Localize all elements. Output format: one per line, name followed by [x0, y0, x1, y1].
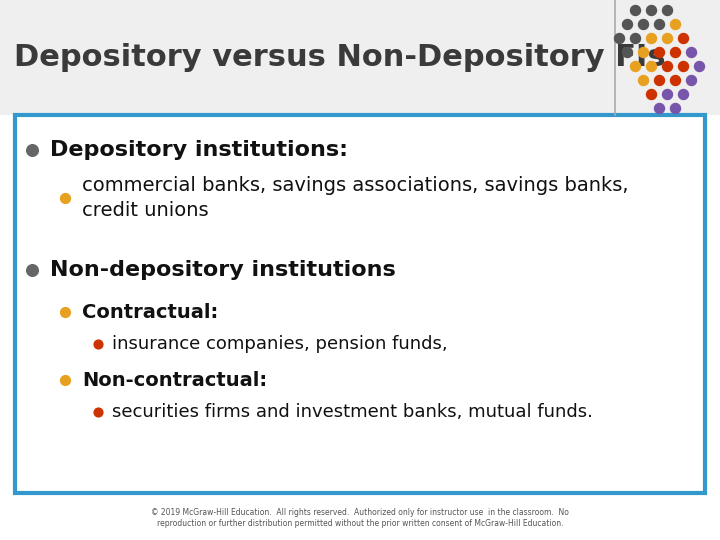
Text: Non-depository institutions: Non-depository institutions: [50, 260, 396, 280]
Point: [685, 48, 697, 56]
Point: [645, 90, 657, 98]
Point: [637, 76, 649, 84]
Point: [661, 33, 672, 42]
Point: [661, 62, 672, 70]
Point: [645, 6, 657, 15]
Text: Non-contractual:: Non-contractual:: [82, 370, 267, 389]
Point: [678, 90, 689, 98]
Point: [92, 340, 104, 348]
Text: securities firms and investment banks, mutual funds.: securities firms and investment banks, m…: [112, 403, 593, 421]
Bar: [0, 0, 720, 115]
Point: [670, 104, 681, 112]
Point: [670, 76, 681, 84]
Point: [26, 146, 37, 154]
Point: [629, 62, 641, 70]
Text: Depository institutions:: Depository institutions:: [50, 140, 348, 160]
Point: [629, 6, 641, 15]
Point: [653, 104, 665, 112]
Text: © 2019 McGraw-Hill Education.  All rights reserved.  Authorized only for instruc: © 2019 McGraw-Hill Education. All rights…: [151, 508, 569, 528]
FancyBboxPatch shape: [15, 115, 705, 493]
Point: [637, 19, 649, 28]
Point: [621, 19, 633, 28]
Point: [637, 48, 649, 56]
Point: [678, 33, 689, 42]
Point: [693, 62, 705, 70]
Point: [678, 62, 689, 70]
Point: [670, 48, 681, 56]
Text: Depository versus Non-Depository FIs: Depository versus Non-Depository FIs: [14, 43, 665, 72]
Point: [653, 76, 665, 84]
Point: [670, 19, 681, 28]
Point: [685, 76, 697, 84]
Point: [59, 194, 71, 202]
Text: Contractual:: Contractual:: [82, 302, 218, 321]
Point: [661, 90, 672, 98]
Point: [613, 33, 625, 42]
Point: [661, 6, 672, 15]
Point: [59, 376, 71, 384]
Point: [59, 308, 71, 316]
Text: commercial banks, savings associations, savings banks,
credit unions: commercial banks, savings associations, …: [82, 177, 629, 220]
Point: [629, 33, 641, 42]
Point: [621, 48, 633, 56]
Text: insurance companies, pension funds,: insurance companies, pension funds,: [112, 335, 448, 353]
Point: [92, 408, 104, 416]
Point: [26, 266, 37, 274]
Point: [653, 19, 665, 28]
Point: [645, 62, 657, 70]
Point: [645, 33, 657, 42]
Point: [653, 48, 665, 56]
